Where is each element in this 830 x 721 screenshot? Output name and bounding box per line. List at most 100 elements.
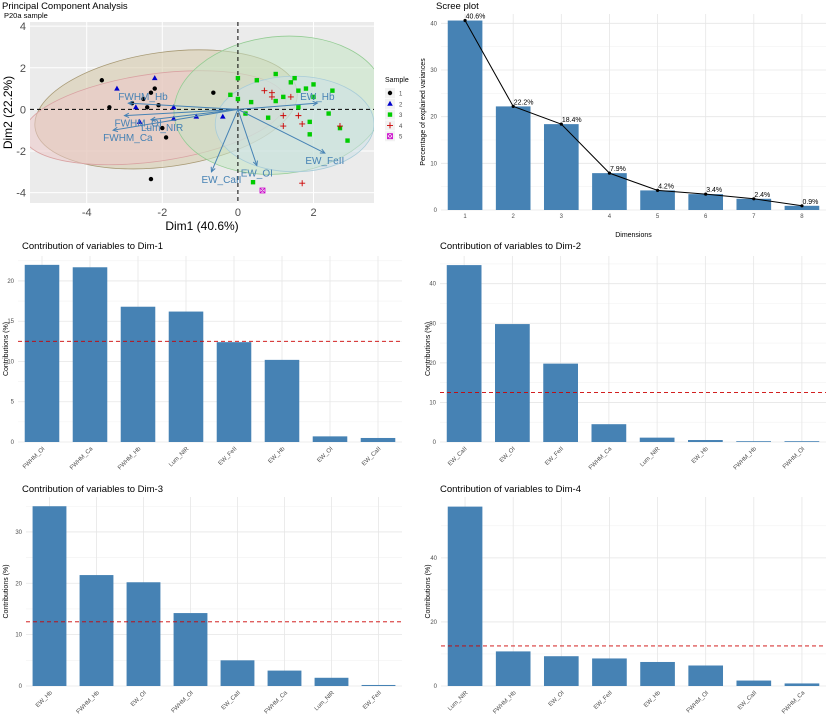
scree-point <box>607 171 612 175</box>
dim4-ytick-label: 0 <box>434 684 438 690</box>
dim3-bar <box>173 613 208 686</box>
variable-arrow <box>237 109 258 166</box>
data-point-sample-4 <box>280 123 287 130</box>
dim4-xtick-label: EW_CaII <box>737 690 758 711</box>
data-point-sample-2 <box>151 75 158 81</box>
scree-value-label: 22.2% <box>514 99 534 106</box>
scree-value-label: 40.6% <box>466 14 486 21</box>
dim1-ytick-label: 5 <box>11 400 15 406</box>
variable-label: EW_OI <box>241 169 273 180</box>
scree-value-label: 4.2% <box>658 183 674 190</box>
scree-bar <box>592 173 627 210</box>
dim3-xtick-label: EW_FeII <box>362 690 383 711</box>
pca-ytick-label: 2 <box>20 63 26 75</box>
dim4-bar <box>640 661 675 686</box>
scree-line <box>464 20 803 207</box>
dim1-chart: Contribution of variables to Dim-1 0 5 10 15… <box>3 241 402 471</box>
dim3-xtick-label: FWHM_Ca <box>264 690 290 716</box>
variable-label: Lum_NIR <box>141 123 183 134</box>
dim2-bar <box>591 424 627 442</box>
pca-subtitle: P20a sample <box>4 11 48 20</box>
scree-ytick-label: 0 <box>434 208 438 214</box>
variable-arrowhead <box>123 112 130 119</box>
scree-value-label: 3.4% <box>706 187 722 194</box>
dim4-ylabel: Contributions (%) <box>425 564 432 618</box>
dim3-bar <box>126 582 161 686</box>
data-point-sample-1 <box>148 176 154 182</box>
scree-ytick-label: 10 <box>430 161 437 167</box>
data-point-sample-3 <box>273 71 278 77</box>
legend-label: 5 <box>399 135 403 141</box>
dim4-bar <box>784 683 820 686</box>
dim4-ytick-label: 40 <box>430 556 437 562</box>
variable-arrowhead <box>312 100 319 107</box>
dim4-xtick-label: FWHM_Ca <box>781 690 807 716</box>
data-point-sample-2 <box>114 85 120 91</box>
pca-xtick-label: 2 <box>310 207 316 219</box>
dim2-xtick-label: FWHM_Hb <box>733 446 759 472</box>
scree-xtick-label: 3 <box>560 214 564 220</box>
data-point-sample-3 <box>292 75 297 81</box>
dim1-ytick-label: 15 <box>7 319 14 325</box>
pca-ytick-label: 4 <box>20 21 26 33</box>
variable-arrow <box>128 102 238 110</box>
dim2-xtick-label: EW_Hb <box>691 446 710 465</box>
dim3-xtick-label: EW_OI <box>130 690 148 708</box>
pca-xtick-label: -2 <box>157 207 167 219</box>
variable-arrow <box>124 108 238 117</box>
pca-ytick-label: -4 <box>16 188 26 200</box>
scree-xtick-label: 4 <box>608 214 612 220</box>
data-point-sample-3 <box>228 92 233 98</box>
dim1-xtick-label: Lum_NIR <box>168 446 191 469</box>
dim4-xtick-label: EW_OI <box>548 690 566 708</box>
legend-marker-4 <box>387 122 393 129</box>
variable-label: FWHM_Hb <box>118 92 168 103</box>
dim3-xtick-label: Lum_NIR <box>314 690 337 713</box>
dim3-xtick-label: FWHM_OI <box>171 690 196 715</box>
data-point-sample-3 <box>326 111 331 116</box>
scree-bar <box>447 20 483 211</box>
data-point-sample-2 <box>136 118 143 124</box>
data-point-sample-4 <box>287 93 294 100</box>
dim4-title: Contribution of variables to Dim-4 <box>440 484 581 495</box>
dim2-bar <box>446 265 482 442</box>
dim3-ylabel: Contributions (%) <box>3 564 10 618</box>
data-point-sample-1 <box>141 96 146 102</box>
pca-title: Principal Component Analysis <box>2 1 128 12</box>
dim1-xtick-label: FWHM_Hb <box>117 446 143 472</box>
data-point-sample-3 <box>250 179 256 185</box>
scree-bar <box>543 124 579 210</box>
dim2-title: Contribution of variables to Dim-2 <box>440 241 581 252</box>
variable-arrowhead <box>210 166 216 173</box>
scree-bar <box>640 190 675 210</box>
scree-value-label: 7.9% <box>610 166 626 173</box>
scree-point <box>800 204 804 208</box>
data-point-sample-4 <box>299 180 306 187</box>
dim3-xtick-label: EW_CaII <box>221 690 242 711</box>
data-point-sample-4 <box>268 93 275 100</box>
data-point-sample-1 <box>160 125 165 131</box>
scree-title: Scree plot <box>436 1 479 12</box>
data-point-sample-3 <box>288 80 294 85</box>
pca-legend: Sample 1 2 3 4 5 <box>385 77 409 142</box>
data-point-sample-3 <box>311 94 316 100</box>
dim1-bar <box>216 342 252 442</box>
dim1-xtick-label: EW_Hb <box>268 446 287 465</box>
data-point-sample-3 <box>235 75 241 81</box>
dim1-xtick-label: FWHM_Ca <box>69 446 95 472</box>
dim3-xtick-label: FWHM_Hb <box>76 690 102 716</box>
legend-label: 2 <box>399 102 403 108</box>
dim4-bar <box>447 506 483 686</box>
dim1-xtick-label: EW_CaII <box>361 446 382 467</box>
dim2-bar <box>784 441 820 442</box>
data-point-sample-3 <box>307 132 312 137</box>
variable-arrowhead <box>127 100 134 107</box>
dim3-bar <box>32 506 67 686</box>
dim1-xtick-label: EW_OI <box>316 446 334 464</box>
data-point-sample-5 <box>259 187 266 194</box>
dim2-bar <box>639 437 675 442</box>
variable-arrow <box>237 108 326 154</box>
data-point-sample-3 <box>248 99 254 105</box>
scree-point <box>511 104 515 108</box>
